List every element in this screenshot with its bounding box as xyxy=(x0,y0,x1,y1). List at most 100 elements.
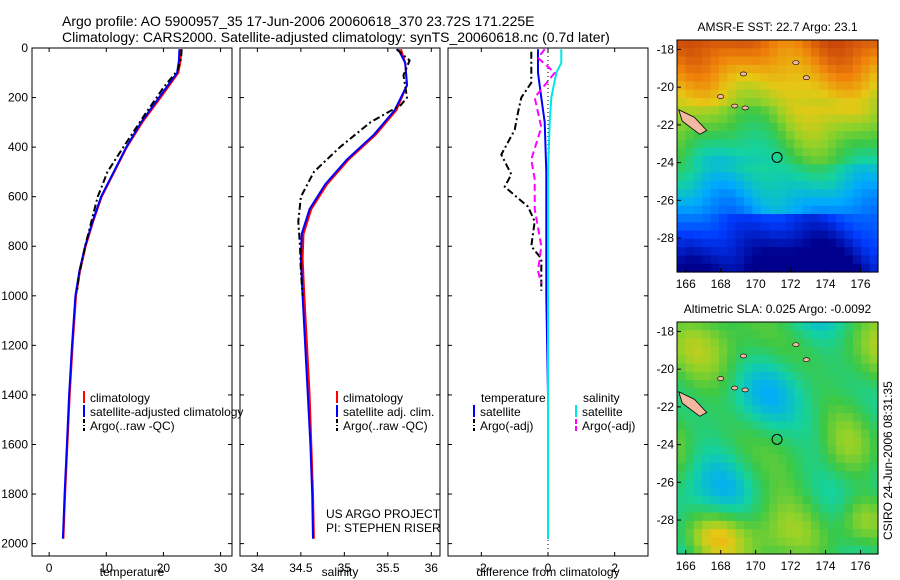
heatmap-cell xyxy=(819,98,829,107)
heatmap-cell xyxy=(735,180,745,190)
heatmap-cell xyxy=(710,479,720,489)
heatmap-cell xyxy=(844,355,854,365)
heatmap-cell xyxy=(777,247,787,257)
heatmap-cell xyxy=(802,446,812,456)
heatmap-cell xyxy=(785,471,795,481)
heatmap-cell xyxy=(702,421,712,431)
heatmap-cell xyxy=(718,346,728,356)
heatmap-cell xyxy=(811,512,820,522)
heatmap-cell xyxy=(844,338,854,348)
heatmap-cell xyxy=(794,338,804,348)
heatmap-cell xyxy=(811,479,820,489)
map-frame xyxy=(676,321,879,555)
heatmap-cell xyxy=(710,330,720,340)
heatmap-cell xyxy=(802,205,812,215)
heatmap-cell xyxy=(777,73,787,83)
heatmap-cell xyxy=(677,380,686,389)
heatmap-cell xyxy=(752,496,762,505)
heatmap-cell xyxy=(819,363,829,373)
heatmap-cell xyxy=(811,180,820,190)
heatmap-cell xyxy=(735,388,745,398)
heatmap-cell xyxy=(777,40,787,49)
heatmap-cell xyxy=(702,496,712,505)
heatmap-cell xyxy=(727,98,737,107)
heatmap-cell xyxy=(844,197,854,207)
heatmap-cell xyxy=(685,520,695,530)
heatmap-cell xyxy=(802,545,812,555)
heatmap-cell xyxy=(836,81,846,91)
heatmap-cell xyxy=(710,471,720,481)
heatmap-cell xyxy=(769,545,779,555)
heatmap-cell xyxy=(744,496,753,505)
heatmap-cell xyxy=(744,156,753,165)
heatmap-cell xyxy=(710,446,720,456)
heatmap-cell xyxy=(760,330,770,340)
heatmap-cell xyxy=(777,537,787,547)
heatmap-cell xyxy=(710,147,720,157)
heatmap-cell xyxy=(802,520,812,530)
heatmap-cell xyxy=(869,404,879,414)
heatmap-cell xyxy=(702,454,712,464)
heatmap-cell xyxy=(827,89,837,99)
heatmap-cell xyxy=(685,537,695,547)
heatmap-cell xyxy=(769,529,779,539)
map-y-tick-label: -26 xyxy=(657,475,675,489)
heatmap-cell xyxy=(785,520,795,530)
heatmap-cell xyxy=(693,147,703,157)
heatmap-cell xyxy=(760,40,770,49)
heatmap-cell xyxy=(693,114,703,124)
heatmap-cell xyxy=(819,462,829,472)
y-tick-label: 1200 xyxy=(1,338,28,352)
island-shape xyxy=(678,109,708,135)
heatmap-cell xyxy=(827,363,837,373)
heatmap-cell xyxy=(769,189,779,199)
series-line-climatology xyxy=(62,49,183,539)
heatmap-cell xyxy=(844,205,854,215)
heatmap-cell xyxy=(819,40,829,49)
heatmap-cell xyxy=(861,413,871,423)
heatmap-cell xyxy=(769,520,779,530)
heatmap-cell xyxy=(760,48,770,58)
heatmap-cell xyxy=(727,189,737,199)
heatmap-cell xyxy=(794,471,804,481)
heatmap-cell xyxy=(802,164,812,174)
heatmap-cell xyxy=(710,81,720,91)
heatmap-cell xyxy=(685,322,695,331)
map-y-tick-label: -20 xyxy=(657,362,675,376)
map-x-tick-label: 176 xyxy=(851,559,871,573)
island-shape xyxy=(802,75,810,81)
series-line-salinity-argo--adj- xyxy=(530,48,557,284)
island-shape xyxy=(678,391,708,417)
heatmap-cell xyxy=(836,172,846,182)
heatmap-cell xyxy=(836,180,846,190)
heatmap-cell xyxy=(677,330,686,340)
heatmap-cell xyxy=(718,263,728,273)
heatmap-cell xyxy=(785,462,795,472)
heatmap-cell xyxy=(685,73,695,83)
heatmap-cell xyxy=(677,371,686,381)
heatmap-cell xyxy=(769,172,779,182)
heatmap-cell xyxy=(744,421,753,431)
heatmap-cell xyxy=(677,230,686,240)
heatmap-cell xyxy=(769,322,779,331)
heatmap-cell xyxy=(852,247,862,257)
heatmap-cell xyxy=(844,73,854,83)
heatmap-cell xyxy=(794,64,804,74)
project-credit: US ARGO PROJECT xyxy=(326,507,441,521)
heatmap-cell xyxy=(785,189,795,199)
heatmap-cell xyxy=(702,81,712,91)
heatmap-cell xyxy=(685,48,695,58)
heatmap-cell xyxy=(693,504,703,514)
heatmap-cell xyxy=(811,454,820,464)
heatmap-cell xyxy=(819,487,829,497)
heatmap-cell xyxy=(769,114,779,124)
heatmap-cell xyxy=(718,429,728,439)
heatmap-cell xyxy=(702,346,712,356)
heatmap-cell xyxy=(760,496,770,505)
heatmap-cell xyxy=(677,40,686,49)
heatmap-cell xyxy=(811,189,820,199)
heatmap-cell xyxy=(710,388,720,398)
heatmap-cell xyxy=(819,479,829,489)
heatmap-cell xyxy=(769,355,779,365)
heatmap-cell xyxy=(827,156,837,165)
